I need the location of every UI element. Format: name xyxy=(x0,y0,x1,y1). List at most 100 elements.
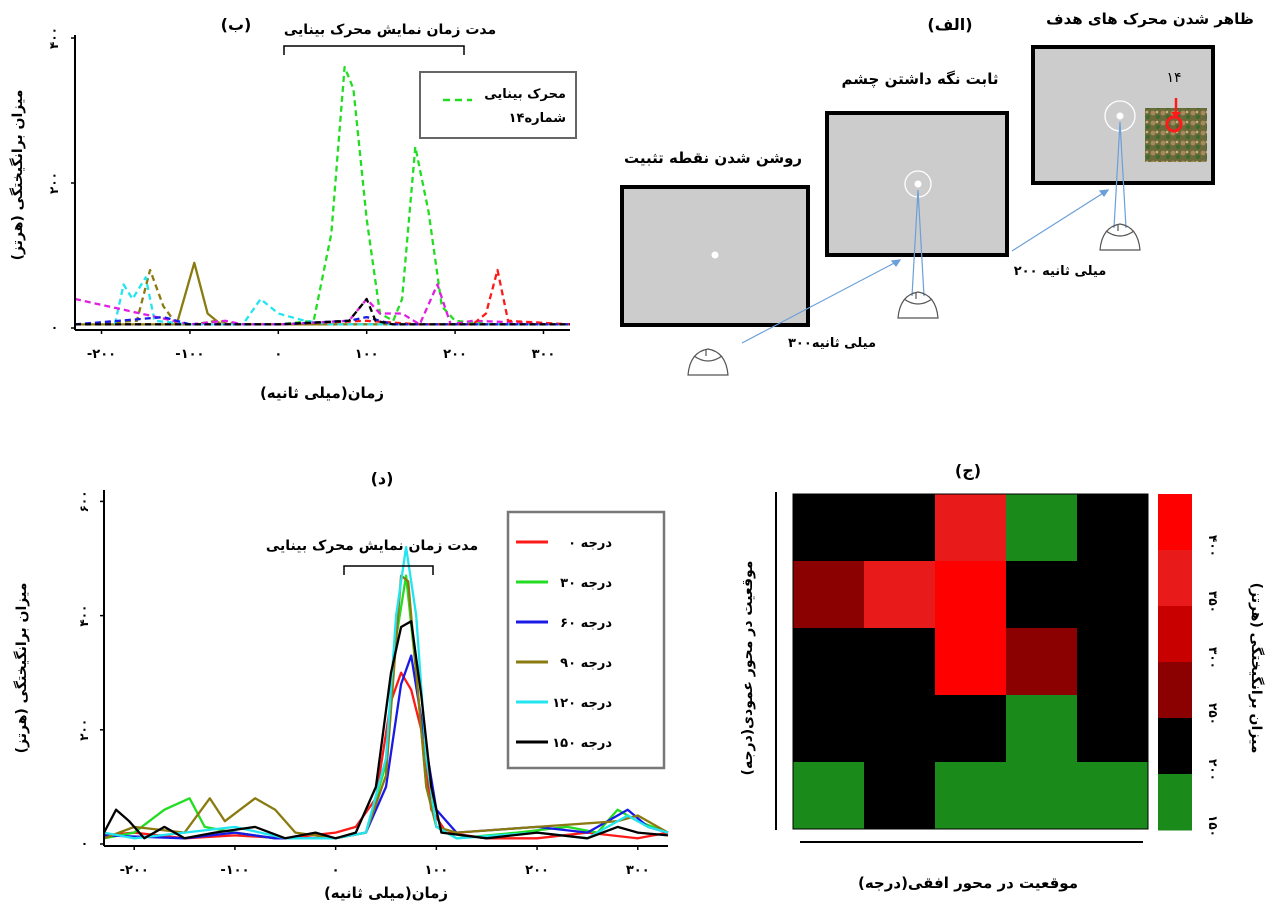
stim-duration-label-b: مدت زمان نمایش محرک بینایی xyxy=(284,22,496,38)
panel-a: (الف) روشن شدن نقطه تثبیت ثابت نگه داشتن… xyxy=(620,10,1254,376)
legend-d-label: ۱۲۰ درجه xyxy=(552,696,612,711)
plot-d-xlabel: زمان(میلی ثانیه) xyxy=(324,884,448,902)
plot-b-xlabel: زمان(میلی ثانیه) xyxy=(260,384,384,402)
colorbar-swatch xyxy=(1158,550,1192,607)
colorbar-swatch xyxy=(1158,662,1192,719)
heatmap-cell xyxy=(935,762,1007,830)
step2-label: ثابت نگه داشتن چشم xyxy=(842,70,999,89)
eye-icon-3 xyxy=(1099,223,1141,251)
timeline-arrowhead-1 xyxy=(890,259,902,268)
y-tick-label: ۲۰۰ xyxy=(47,172,61,194)
heatmap-grid xyxy=(792,493,1149,830)
fixation-dot-1 xyxy=(711,251,719,259)
heatmap-cell xyxy=(1077,695,1149,763)
sight-line-3 xyxy=(1113,121,1127,229)
heatmap-cell xyxy=(1006,561,1078,629)
y-tick-label: ۶۰۰ xyxy=(77,490,91,512)
y-tick-label: ۰ xyxy=(47,324,61,331)
target-number: ۱۴ xyxy=(1166,70,1181,86)
step1-label: روشن شدن نقطه تثبیت xyxy=(624,149,802,167)
eye-icon-2 xyxy=(897,291,939,319)
plot-d-area xyxy=(102,545,669,840)
series-line-7 xyxy=(74,315,570,326)
heatmap-cell xyxy=(935,561,1007,629)
heatmap-cell xyxy=(793,695,865,763)
panel-d: (د) مدت زمان نمایش محرک بینایی ۰ درجه ۳۰ … xyxy=(13,469,669,902)
heatmap-cell xyxy=(793,628,865,696)
series-line-8 xyxy=(75,297,570,326)
heatmap-xlabel: موقعیت در محور افقی(درجه) xyxy=(858,874,1078,892)
colorbar-tick-label: ۳۵۰ xyxy=(1206,591,1220,613)
screen-fixation-on: روشن شدن نقطه تثبیت xyxy=(620,149,810,327)
sight-lines xyxy=(741,121,1127,344)
colorbar-tick-label: ۲۵۰ xyxy=(1206,703,1220,725)
colorbar: ۱۵۰ ۲۰۰ ۲۵۰ ۳۰۰ ۳۵۰ ۴۰۰ xyxy=(1158,494,1220,837)
heatmap-cell xyxy=(935,695,1007,763)
plot-b-ylabel: میزان برانگیختگی (هرتز) xyxy=(9,90,26,261)
x-tick-label: ۳۰۰ xyxy=(626,863,650,878)
panel-a-title: (الف) xyxy=(927,15,972,34)
plot-b-area xyxy=(74,65,571,326)
legend-b-box xyxy=(419,71,577,139)
panel-c: (ج) موقعیت در محور عمودی(درجه) موقعیت در… xyxy=(740,461,1265,892)
heatmap-cell xyxy=(935,628,1007,696)
y-tick-label: ۲۰۰ xyxy=(77,719,91,741)
colorbar-tick-label: ۲۰۰ xyxy=(1206,759,1220,781)
heatmap-cell xyxy=(793,494,865,562)
series-line-4 xyxy=(103,574,669,840)
heatmap-border xyxy=(792,493,1149,830)
x-tick-label: -۲۰۰ xyxy=(87,347,116,362)
legend-b: محرک بینایی شماره۱۴ xyxy=(419,71,577,139)
panel-d-title: (د) xyxy=(371,469,394,488)
legend-d-label: ۱۵۰ درجه xyxy=(552,736,612,751)
colorbar-tick-label: ۱۵۰ xyxy=(1206,815,1220,837)
heatmap-cell xyxy=(1006,762,1078,830)
legend-b-line1: محرک بینایی xyxy=(484,87,566,102)
panel-b-title: (ب) xyxy=(221,15,252,34)
heatmap-cell xyxy=(1077,494,1149,562)
y-tick-label: ۴۰۰ xyxy=(47,27,61,49)
sight-line-2 xyxy=(911,189,925,297)
heatmap-cell xyxy=(935,494,1007,562)
plot-b-ticks: -۲۰۰ -۱۰۰ ۰ ۱۰۰ ۲۰۰ ۳۰۰ ۰ ۲۰۰ ۴۰۰ xyxy=(47,27,555,362)
heatmap-cell xyxy=(864,762,936,830)
heatmap-cell xyxy=(1006,695,1078,763)
timeline-arrow-1 xyxy=(741,259,901,344)
colorbar-swatch xyxy=(1158,606,1192,663)
series-line-1 xyxy=(103,671,669,840)
time-label-300ms: ۳۰۰میلی ثانیه xyxy=(788,336,876,351)
screen-hold-fixation: ثابت نگه داشتن چشم xyxy=(825,70,1009,257)
panel-b: (ب) مدت زمان نمایش محرک بینایی محرک بینا… xyxy=(9,15,577,402)
series-line-6 xyxy=(102,620,669,840)
heatmap-cell xyxy=(864,695,936,763)
x-tick-label: ۳۰۰ xyxy=(532,347,556,362)
x-tick-label: -۲۰۰ xyxy=(120,863,149,878)
target-arrowhead xyxy=(1171,112,1181,118)
colorbar-swatch xyxy=(1158,718,1192,775)
colorbar-swatch xyxy=(1158,774,1192,831)
time-label-200ms: ۲۰۰ میلی ثانیه xyxy=(1014,264,1107,279)
y-tick-label: ۰ xyxy=(77,840,91,847)
eye-icon-1 xyxy=(687,348,729,376)
stim-bracket-b xyxy=(283,45,465,55)
legend-d-label: ۳۰ درجه xyxy=(560,576,612,591)
plot-d-ylabel: میزان برانگیختگی (هرتز) xyxy=(13,583,30,754)
series-line-5 xyxy=(74,283,571,326)
legend-d-label: ۹۰ درجه xyxy=(560,656,612,671)
x-tick-label: -۱۰۰ xyxy=(220,863,249,878)
colorbar-tick-label: ۳۰۰ xyxy=(1206,647,1220,669)
step3-label: ظاهر شدن محرک های هدف xyxy=(1046,10,1254,28)
heatmap-cell xyxy=(1006,628,1078,696)
colorbar-label: میزان برانگیختگی (هرتز) xyxy=(1248,583,1265,754)
fixation-dot-2 xyxy=(914,180,922,188)
heatmap-cell xyxy=(1077,561,1149,629)
heatmap-cell xyxy=(1006,494,1078,562)
x-tick-label: ۲۰۰ xyxy=(525,863,549,878)
series-line-3 xyxy=(103,654,669,840)
colorbar-tick-label: ۴۰۰ xyxy=(1206,535,1220,557)
legend-b-line2: شماره۱۴ xyxy=(509,111,566,126)
x-tick-label: ۰ xyxy=(274,347,282,362)
heatmap-cell xyxy=(1077,762,1149,830)
plot-d-ticks: -۲۰۰ -۱۰۰ ۰ ۱۰۰ ۲۰۰ ۳۰۰ ۰ ۲۰۰ ۴۰۰ ۶۰۰ xyxy=(77,490,650,878)
